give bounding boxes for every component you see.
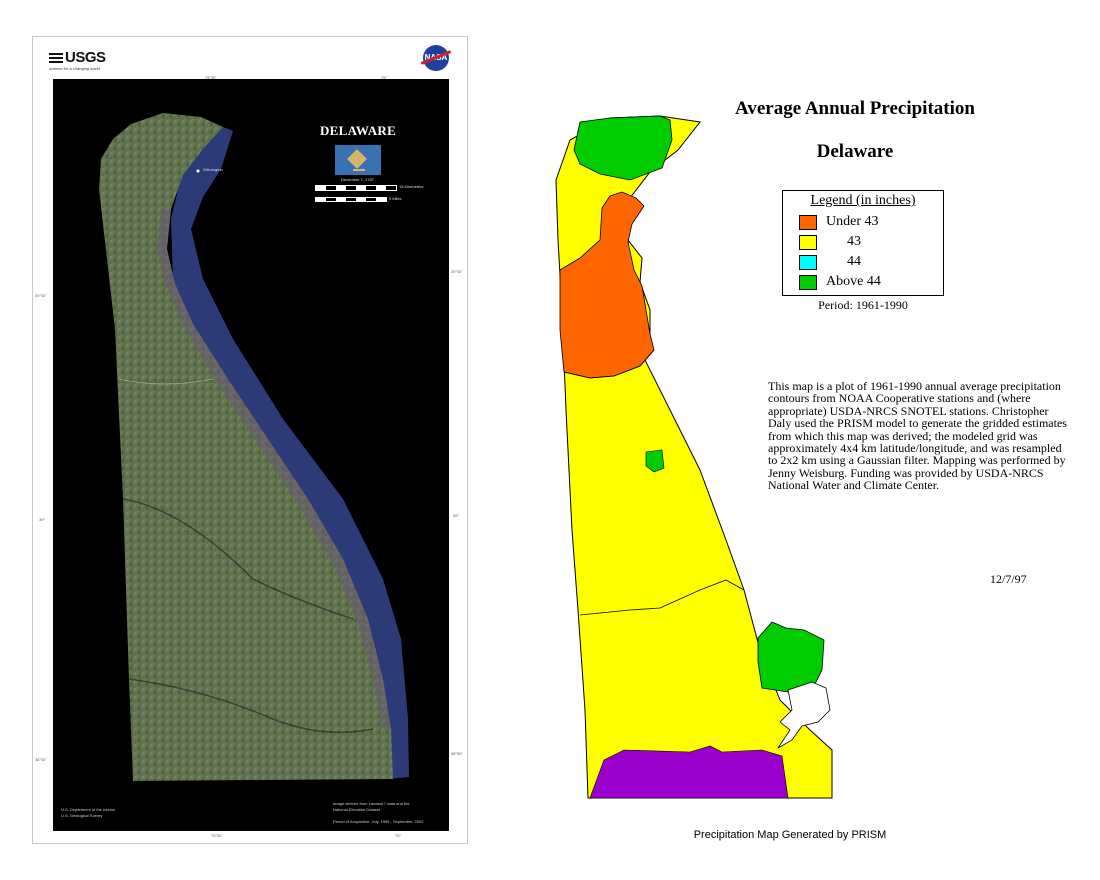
credit-right-line-1: Image derived from Landsat 7 data and th… xyxy=(333,801,410,806)
map-date: 12/7/97 xyxy=(990,572,1027,586)
usgs-logo: USGS xyxy=(49,49,106,66)
legend-label-44: 44 xyxy=(847,254,861,269)
county-line-north xyxy=(563,349,655,379)
coord-right-1: 39°30' xyxy=(451,269,463,274)
scale-km-label: 15 Kilometers xyxy=(399,184,424,189)
credit-left: U.S. Department of the Interior U.S. Geo… xyxy=(61,807,115,819)
coord-left-3: 38°30' xyxy=(35,757,47,762)
legend-label-above44: Above 44 xyxy=(826,274,881,289)
coord-bottom-left: 75°30' xyxy=(211,833,223,838)
coord-top-right: 75° xyxy=(381,75,388,80)
satellite-poster: USGS science for a changing world NASA 7… xyxy=(32,36,468,844)
legend-swatch-under43 xyxy=(799,215,817,230)
coord-top-left: 75°30' xyxy=(205,75,217,80)
legend-swatch-43 xyxy=(799,235,817,250)
river-3 xyxy=(118,378,214,385)
region-above44-east xyxy=(757,621,825,693)
legend-label-43: 43 xyxy=(847,234,861,249)
usgs-tagline: science for a changing world xyxy=(49,66,100,71)
region-above44-inland xyxy=(645,449,665,473)
legend-label-under43: Under 43 xyxy=(826,214,879,229)
delaware-flag xyxy=(335,145,381,175)
credit-left-line-1: U.S. Department of the Interior xyxy=(61,807,116,812)
coord-right-3: 38°30' xyxy=(451,751,463,756)
prism-footer: Precipitation Map Generated by PRISM xyxy=(693,829,887,841)
legend-title: Legend (in inches) xyxy=(810,193,916,208)
county-line-south xyxy=(579,579,745,616)
scale-mi-label: 5 Miles xyxy=(389,196,402,201)
map-subtitle: Delaware xyxy=(816,141,894,162)
nasa-logo: NASA xyxy=(423,45,449,71)
scale-bar-km xyxy=(315,185,397,191)
flag-caption: December 7, 1787 xyxy=(341,177,374,182)
credit-right-line-2: National Elevation Dataset xyxy=(333,807,381,812)
map-legend: Legend (in inches) Under 43 43 44 Above … xyxy=(782,190,944,296)
scale-bar-mi xyxy=(315,197,387,202)
credit-right: Image derived from Landsat 7 data and th… xyxy=(333,801,443,825)
city-label: Wilmington xyxy=(203,167,223,172)
city-marker xyxy=(196,169,200,173)
region-purple-south xyxy=(589,745,789,799)
region-above44-north xyxy=(573,115,673,181)
coord-bottom-right: 75° xyxy=(395,833,402,838)
map-description: This map is a plot of 1961-1990 annual a… xyxy=(768,379,1067,493)
precipitation-map xyxy=(555,115,833,799)
inland-bay-water xyxy=(777,681,831,749)
region-under43 xyxy=(559,191,655,379)
map-title: Average Annual Precipitation xyxy=(735,98,975,119)
river-1 xyxy=(122,498,354,620)
river-2 xyxy=(128,678,374,734)
credit-right-line-3: Period of Acquisition: July, 1999 - Sept… xyxy=(333,819,424,824)
coord-left-2: 39° xyxy=(39,517,46,522)
period-label: Period: 1961-1990 xyxy=(818,298,908,312)
satellite-image: Wilmington DELAWARE December 7, 1787 15 … xyxy=(53,79,449,831)
legend-swatch-above44 xyxy=(799,275,817,290)
coord-right-2: 39° xyxy=(453,513,460,518)
credit-left-line-2: U.S. Geological Survey xyxy=(61,813,103,818)
coord-left-1: 39°30' xyxy=(35,293,47,298)
poster-title: DELAWARE xyxy=(319,123,397,138)
legend-swatch-44 xyxy=(799,255,817,270)
